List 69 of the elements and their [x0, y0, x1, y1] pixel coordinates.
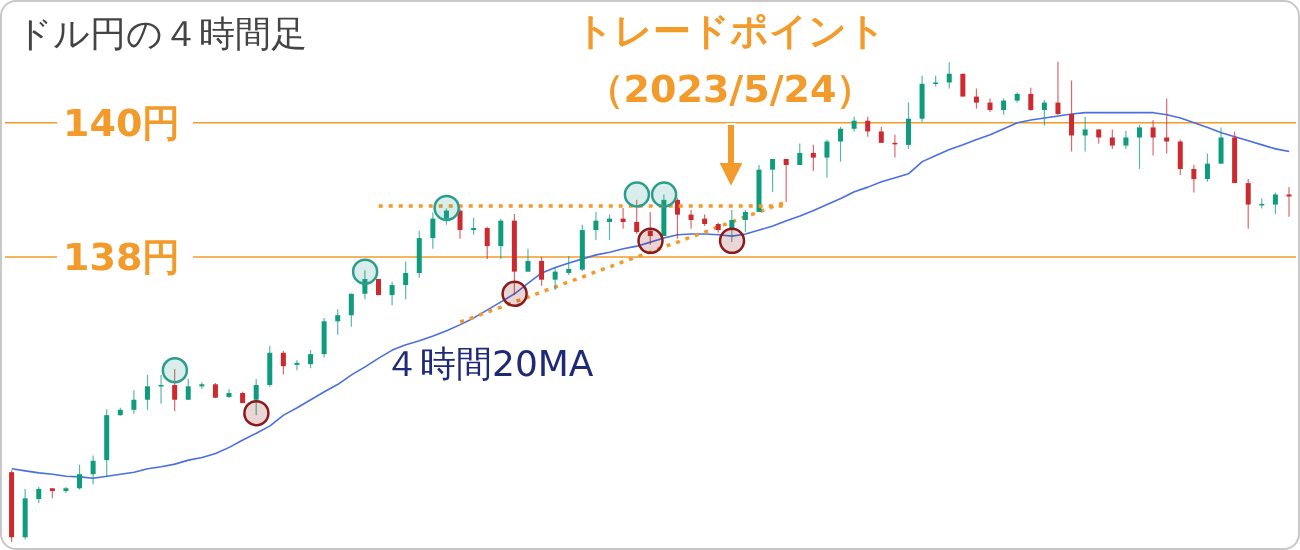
candlestick — [1055, 61, 1061, 116]
candlestick — [593, 211, 599, 241]
point — [501, 280, 528, 308]
candlestick — [131, 389, 137, 415]
candlestick — [674, 197, 680, 240]
candlestick — [1109, 128, 1115, 150]
candlestick — [838, 126, 844, 163]
candlestick — [525, 248, 531, 273]
ref-line-label: 138円 — [63, 234, 181, 279]
candlestick — [1286, 186, 1292, 218]
annotation: トレードポイント — [573, 8, 887, 55]
point — [161, 356, 189, 384]
candlestick — [457, 207, 463, 240]
candlestick — [552, 267, 558, 291]
candlestick — [1191, 164, 1197, 194]
annotation: （2023/5/24） — [584, 66, 876, 113]
candlestick — [729, 209, 735, 243]
candlestick — [1272, 191, 1278, 215]
candlestick — [810, 144, 816, 172]
candlestick — [484, 226, 490, 260]
candlestick — [1150, 119, 1156, 157]
candlestick — [430, 212, 436, 250]
candlestick — [946, 61, 952, 90]
candlestick — [1082, 116, 1088, 153]
candlestick — [1204, 152, 1210, 183]
point — [243, 399, 270, 427]
candlestick — [144, 374, 150, 411]
chart-title: ドル円の４時間足 — [16, 10, 307, 59]
series-label: ４時間20MA — [384, 342, 594, 386]
candlestick — [797, 142, 803, 166]
candlestick — [634, 199, 640, 235]
candlestick — [335, 308, 341, 336]
candlestick — [389, 281, 395, 306]
candlestick — [783, 158, 789, 203]
candlestick — [973, 87, 979, 110]
candlestick — [1028, 87, 1034, 112]
point — [351, 258, 379, 285]
candlestick — [824, 138, 830, 179]
candlestick — [647, 211, 653, 246]
candlestick — [308, 349, 314, 369]
candlestick — [1041, 99, 1047, 127]
point — [623, 181, 651, 208]
candlestick — [77, 464, 83, 491]
candlestick — [280, 350, 286, 375]
candlestick — [1164, 97, 1170, 155]
point — [433, 194, 460, 222]
candlestick — [688, 209, 694, 230]
point — [718, 227, 746, 255]
candlestick — [348, 293, 354, 328]
candlestick — [566, 255, 572, 276]
ref-line-label: 140円 — [63, 100, 181, 145]
candlestick — [1123, 130, 1129, 150]
candlestick — [770, 158, 776, 193]
candlestick — [90, 454, 96, 485]
point — [650, 181, 678, 208]
candlestick — [403, 260, 409, 300]
point — [637, 227, 664, 255]
candlestick — [539, 256, 545, 287]
candlestick — [253, 378, 259, 416]
candlestick — [294, 359, 300, 371]
candlestick — [1069, 79, 1075, 153]
candlestick — [1137, 124, 1142, 170]
candlestick — [185, 378, 191, 401]
candlestick — [362, 269, 368, 300]
candlestick — [742, 209, 748, 233]
candlestick — [172, 368, 178, 412]
candlestick — [865, 116, 871, 138]
candlestick — [226, 388, 232, 399]
candlestick — [1245, 178, 1251, 230]
